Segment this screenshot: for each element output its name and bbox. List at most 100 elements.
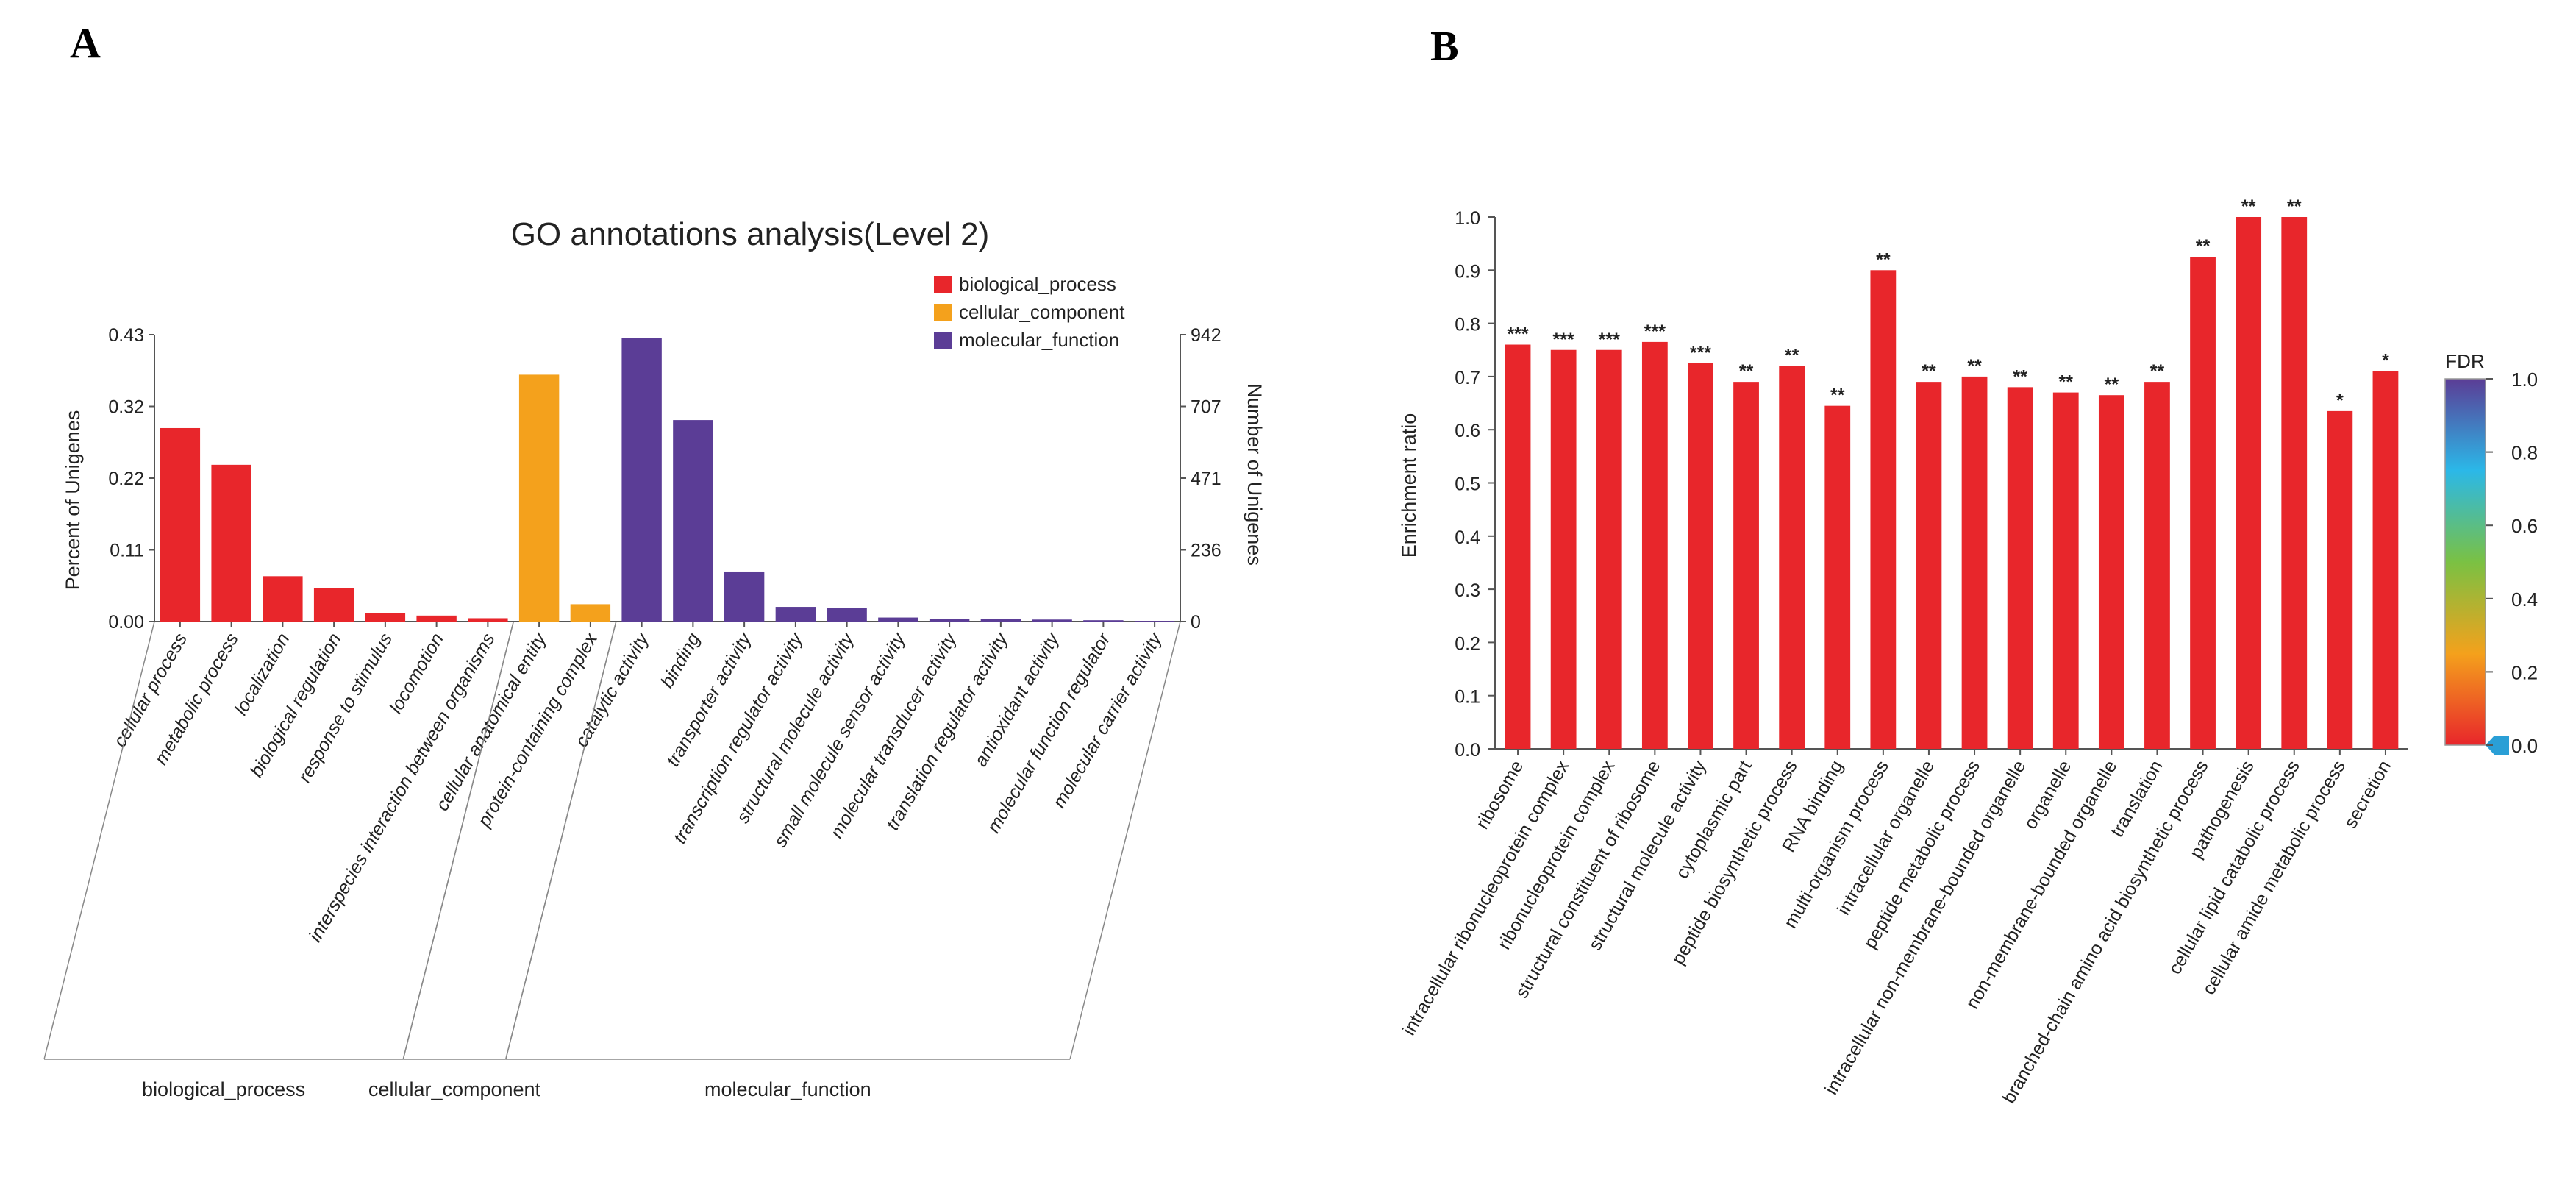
y2-tick-label: 0 (1191, 612, 1201, 633)
bar (1779, 366, 1805, 749)
y-tick-label: 0.5 (1455, 474, 1480, 495)
legend-swatch (934, 304, 952, 321)
bar (1032, 619, 1072, 622)
bar (1134, 621, 1175, 622)
y2-tick-label: 471 (1191, 469, 1221, 489)
bar (2190, 257, 2216, 750)
fdr-label: FDR (2445, 350, 2484, 372)
fdr-ticks: 0.0 0.2 0.4 0.6 0.8 1.0 (2486, 369, 2538, 757)
bar (929, 619, 970, 622)
legend-swatch (934, 332, 952, 349)
fdr-tick-label: 0.0 (2511, 735, 2538, 757)
y-tick-label: 0.11 (110, 541, 144, 561)
bar (1916, 382, 1942, 749)
bar (365, 613, 406, 622)
bar (827, 608, 867, 622)
bar (263, 576, 303, 622)
chart-a-group-brackets: biological_process cellular_component mole… (43, 621, 1181, 1100)
chart-a-y2-label: Number of Unigenes (1244, 383, 1266, 566)
y-tick-label: 0.2 (1455, 633, 1480, 654)
bar (980, 619, 1021, 622)
y-tick-label: 0.9 (1455, 261, 1480, 282)
group-label: cellular_component (368, 1078, 541, 1100)
panel-b-letter: B (1430, 22, 1459, 70)
y-tick-label: 0.00 (108, 612, 144, 633)
bar (1688, 363, 1713, 749)
group-bracket-left (402, 621, 514, 1060)
bar (775, 607, 816, 622)
significance-label: ** (2059, 372, 2074, 393)
y-tick-label: 0.3 (1455, 580, 1480, 601)
group-bracket-right (1069, 621, 1181, 1060)
significance-label: ** (2287, 196, 2302, 217)
bar (313, 588, 354, 622)
significance-label: ** (2196, 236, 2211, 257)
bar (1641, 341, 1668, 749)
panel-a-letter: A (70, 19, 101, 67)
bar (2236, 217, 2262, 749)
significance-label: ** (1785, 345, 1799, 366)
chart-a-bars (160, 338, 1175, 622)
significance-label: *** (1644, 321, 1666, 342)
significance-label: ** (2105, 374, 2119, 395)
bar (2144, 382, 2170, 749)
significance-label: *** (1690, 343, 1711, 363)
y-tick-label: 1.0 (1455, 208, 1480, 229)
group-bracket-left (43, 621, 155, 1060)
category-label: binding (657, 630, 704, 691)
y2-tick-label: 707 (1191, 397, 1221, 418)
chart-a-title: GO annotations analysis(Level 2) (511, 216, 990, 252)
significance-label: * (2336, 391, 2344, 411)
significance-label: ** (1739, 361, 1754, 382)
y-tick-label: 0.22 (108, 469, 144, 489)
y-tick-label: 0.7 (1455, 368, 1480, 388)
significance-label: ** (1876, 249, 1891, 270)
bar (673, 420, 713, 622)
bar (2052, 392, 2079, 749)
bar (2098, 395, 2124, 749)
legend-label: biological_process (959, 273, 1116, 295)
bar (211, 464, 251, 622)
bar (2372, 371, 2399, 749)
fdr-marker (2486, 736, 2509, 755)
y-tick-label: 0.6 (1455, 421, 1480, 441)
y-tick-label: 0.8 (1455, 315, 1480, 335)
group-bracket-left (505, 621, 617, 1060)
fdr-gradient (2444, 378, 2486, 746)
fdr-tick-label: 1.0 (2511, 369, 2538, 391)
category-label: biological regulation (246, 630, 346, 780)
y-tick-label: 0.0 (1455, 740, 1480, 761)
y-tick-label: 0.32 (108, 397, 144, 418)
significance-label: ** (2013, 366, 2027, 387)
bar (724, 571, 765, 622)
legend-label: cellular_component (959, 301, 1125, 323)
legend-label: molecular_function (959, 329, 1119, 351)
y-tick-label: 0.1 (1455, 687, 1480, 708)
bar (2327, 410, 2353, 749)
chart-a-y-label: Percent of Unigenes (62, 410, 84, 591)
fdr-tick-label: 0.8 (2511, 442, 2538, 464)
bar (1505, 344, 1531, 749)
panel-b: B 0.00.10.20.30.40.50.60.70.80.91.0 *** *… (1398, 22, 2538, 1107)
y2-tick-label: 942 (1191, 325, 1221, 346)
category-label: response to stimulus (294, 630, 396, 786)
fdr-tick-label: 0.2 (2511, 661, 2538, 683)
bar (1870, 270, 1897, 749)
chart-a-legend: biological_process cellular_componentmole… (934, 273, 1125, 351)
significance-label: *** (1553, 330, 1574, 350)
significance-label: ** (2150, 361, 2165, 382)
bar (1961, 376, 1988, 749)
fdr-tick-label: 0.4 (2511, 588, 2538, 611)
fdr-tick-label: 0.6 (2511, 515, 2538, 537)
bar (518, 374, 560, 622)
fdr-colorbar: FDR 0.0 0.2 0.4 0.6 0.8 1.0 (2444, 350, 2538, 757)
legend-swatch (934, 276, 952, 293)
bar (2281, 217, 2308, 749)
y2-tick-label: 236 (1191, 541, 1221, 561)
bar (1550, 349, 1577, 749)
significance-label: * (2382, 351, 2389, 371)
bar (1824, 405, 1851, 749)
